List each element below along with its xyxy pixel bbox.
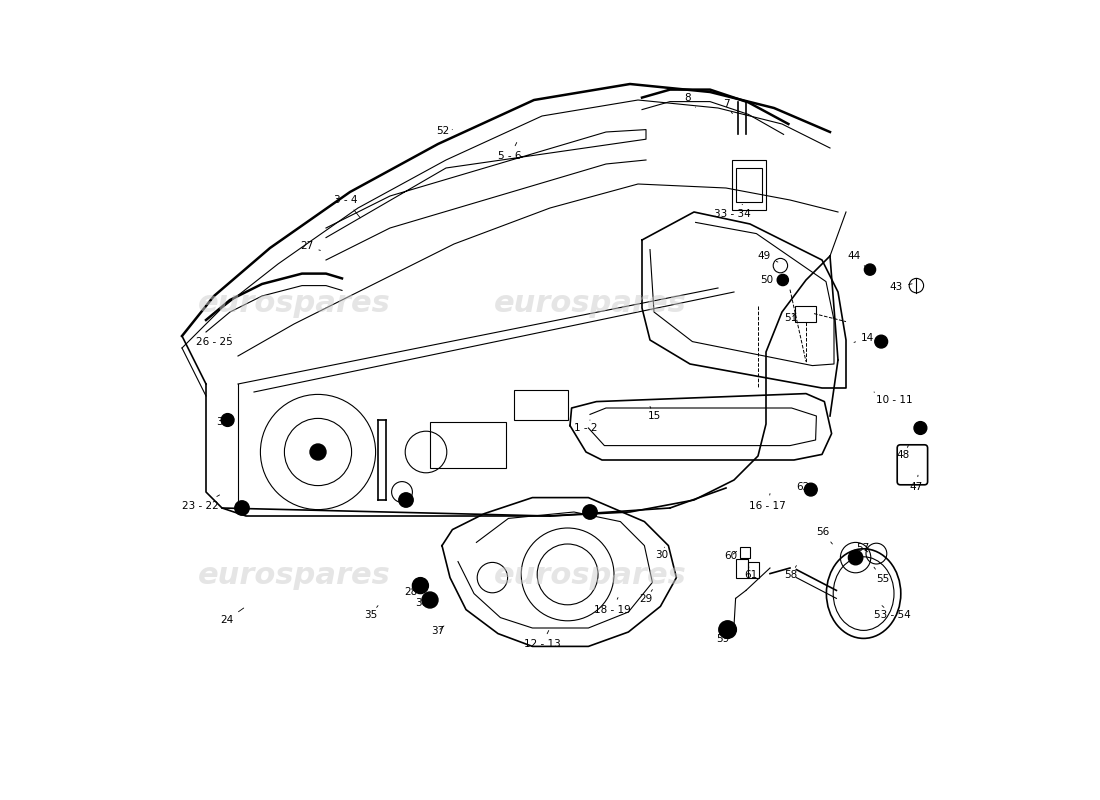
Bar	[736, 168, 762, 202]
Text: 31: 31	[217, 417, 234, 426]
Text: 47: 47	[910, 475, 923, 492]
Text: eurospares: eurospares	[494, 562, 686, 590]
Text: 33 - 34: 33 - 34	[714, 204, 751, 219]
Text: 29: 29	[639, 590, 652, 604]
Text: 58: 58	[784, 566, 798, 580]
Circle shape	[778, 274, 789, 286]
Circle shape	[422, 592, 438, 608]
Text: 35: 35	[364, 606, 378, 620]
Text: 51: 51	[784, 313, 798, 323]
Text: 56: 56	[816, 527, 833, 544]
Text: 38: 38	[416, 595, 429, 608]
Text: 52: 52	[437, 126, 452, 136]
Text: 62: 62	[796, 482, 810, 492]
Bar	[514, 390, 569, 420]
Text: 50: 50	[760, 275, 779, 285]
Text: 10 - 11: 10 - 11	[874, 392, 912, 405]
Circle shape	[234, 501, 250, 515]
Circle shape	[221, 414, 234, 426]
Circle shape	[874, 335, 888, 348]
Text: 27: 27	[300, 242, 320, 251]
Text: 59: 59	[716, 627, 729, 644]
Text: 53 - 54: 53 - 54	[874, 606, 911, 620]
Circle shape	[399, 493, 414, 507]
Text: 23 - 22: 23 - 22	[182, 495, 220, 510]
Text: 43: 43	[890, 282, 912, 292]
Text: 1 - 2: 1 - 2	[574, 420, 597, 433]
Circle shape	[865, 264, 876, 275]
Bar	[748, 562, 759, 578]
Text: 26 - 25: 26 - 25	[197, 334, 233, 347]
Text: 8: 8	[684, 93, 695, 107]
Bar	[736, 559, 748, 578]
Text: 57: 57	[856, 543, 869, 553]
Bar	[795, 306, 816, 322]
Circle shape	[804, 483, 817, 496]
Circle shape	[583, 505, 597, 519]
Circle shape	[718, 621, 736, 638]
Text: 15: 15	[648, 406, 661, 421]
Text: 16 - 17: 16 - 17	[749, 494, 786, 510]
Bar	[739, 547, 750, 558]
Text: 37: 37	[431, 626, 444, 636]
Text: 12 - 13: 12 - 13	[524, 630, 560, 649]
Text: 3 - 4: 3 - 4	[334, 195, 361, 218]
Text: 14: 14	[854, 333, 874, 342]
Text: eurospares: eurospares	[198, 290, 390, 318]
Text: 30: 30	[656, 547, 669, 560]
Bar	[733, 160, 766, 210]
Text: eurospares: eurospares	[198, 562, 390, 590]
Text: 61: 61	[745, 566, 758, 580]
Text: 24: 24	[220, 608, 244, 625]
Text: 18 - 19: 18 - 19	[594, 598, 630, 614]
Text: 49: 49	[758, 251, 778, 262]
Circle shape	[848, 550, 862, 565]
Text: 44: 44	[847, 251, 867, 268]
Bar	[430, 422, 506, 468]
Text: eurospares: eurospares	[494, 290, 686, 318]
Text: 28: 28	[404, 584, 419, 597]
Text: 7: 7	[723, 99, 733, 114]
Text: 60: 60	[724, 551, 737, 561]
Circle shape	[310, 444, 326, 460]
Circle shape	[412, 578, 428, 594]
Text: 5 - 6: 5 - 6	[498, 142, 521, 161]
Text: 48: 48	[896, 446, 910, 460]
Circle shape	[914, 422, 927, 434]
Text: 55: 55	[874, 567, 890, 584]
